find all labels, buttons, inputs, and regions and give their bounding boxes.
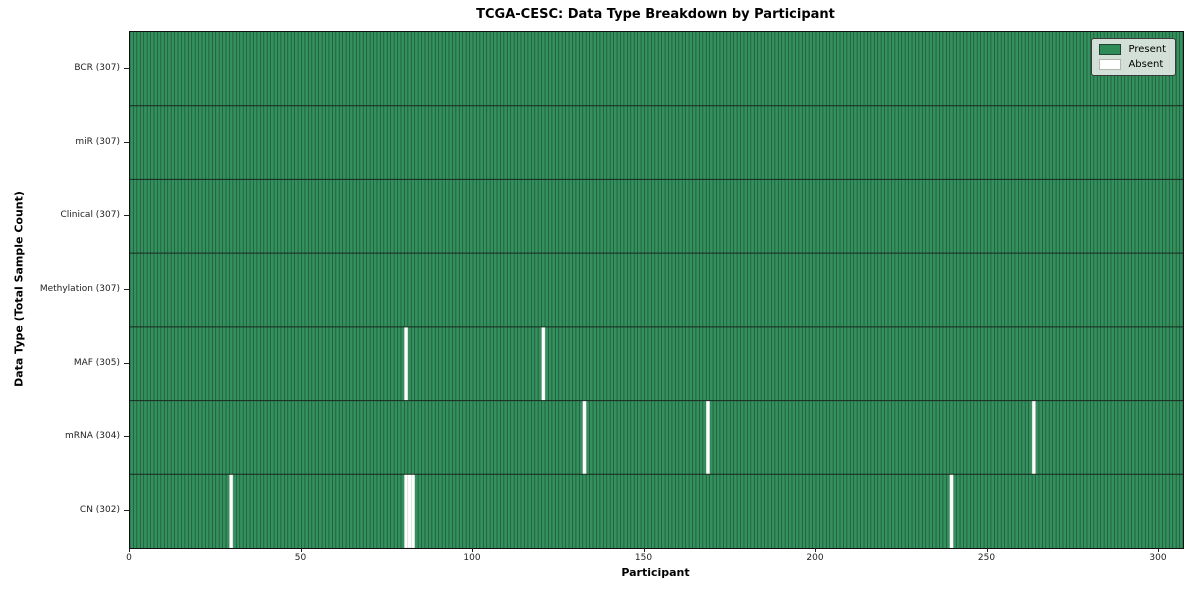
- legend-swatch-present: [1099, 44, 1122, 55]
- x-tick-label: 300: [1149, 553, 1167, 563]
- x-tick-label: 50: [294, 553, 307, 563]
- chart-title: TCGA-CESC: Data Type Breakdown by Partic…: [476, 7, 835, 22]
- y-tick-label-maf: MAF (305): [73, 357, 120, 368]
- x-tick-label: 0: [126, 553, 132, 563]
- y-tick-label-mrna: mRNA (304): [65, 431, 120, 442]
- absent-cell: [705, 400, 710, 475]
- y-tick-mark: [124, 67, 129, 69]
- y-tick-mark: [124, 215, 129, 217]
- legend-entry-present: Present: [1099, 44, 1166, 55]
- x-tick-mark: [129, 548, 130, 552]
- legend-entry-absent: Absent: [1099, 59, 1166, 70]
- legend-label-present: Present: [1128, 44, 1166, 55]
- legend: Present Absent: [1091, 38, 1176, 76]
- absent-cell: [582, 400, 587, 475]
- y-tick-mark: [124, 141, 129, 143]
- y-tick-mark: [124, 362, 129, 364]
- x-tick-label: 250: [977, 553, 996, 563]
- x-tick-label: 200: [806, 553, 824, 563]
- x-tick-mark: [643, 548, 645, 552]
- legend-label-absent: Absent: [1128, 59, 1164, 70]
- x-tick-mark: [815, 548, 816, 552]
- y-tick-mark: [124, 510, 129, 512]
- y-tick-label-cn: CN (302): [79, 505, 120, 516]
- plot-area: Present Absent: [129, 31, 1184, 549]
- y-tick-mark: [124, 289, 129, 290]
- heatmap-canvas: [130, 32, 1183, 548]
- x-tick-mark: [300, 548, 302, 552]
- absent-cell: [407, 474, 412, 548]
- absent-cell: [404, 326, 409, 401]
- absent-cell: [541, 326, 546, 401]
- y-tick-label-mir: miR (307): [75, 136, 120, 147]
- legend-swatch-absent: [1099, 59, 1122, 70]
- absent-cell: [411, 474, 415, 548]
- absent-cell: [949, 474, 954, 548]
- x-tick-label: 150: [634, 553, 653, 563]
- absent-cell: [1031, 400, 1036, 475]
- x-tick-mark: [986, 548, 988, 552]
- x-tick-mark: [1158, 548, 1159, 552]
- absent-cell: [404, 474, 409, 548]
- y-tick-label-bcr: BCR (307): [74, 62, 120, 73]
- y-tick-label-methylation: Methylation (307): [39, 284, 120, 294]
- x-tick-mark: [472, 548, 473, 552]
- x-tick-label: 100: [463, 553, 481, 563]
- y-tick-mark: [124, 436, 129, 438]
- x-axis-label: Participant: [621, 566, 690, 579]
- y-tick-label-clinical: Clinical (307): [60, 210, 120, 221]
- absent-cell: [229, 474, 234, 548]
